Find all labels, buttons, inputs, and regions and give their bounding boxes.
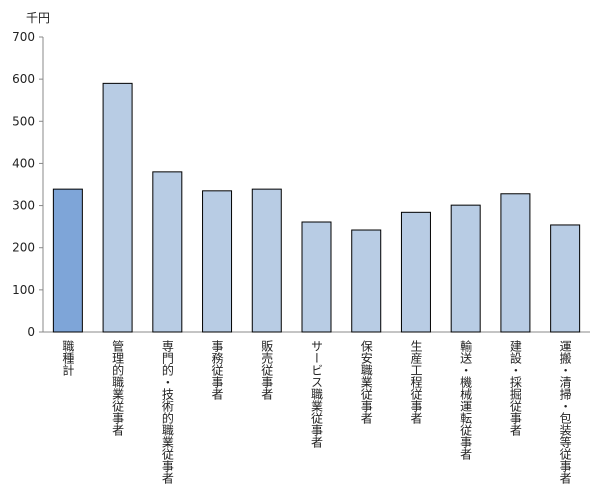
x-category-label: 専門的・技術的職業従事者 [160, 340, 174, 485]
y-tick-label: 0 [27, 325, 35, 339]
y-axis-unit-label: 千円 [26, 11, 50, 25]
x-category-label: 輸送・機械運転従事者 [459, 339, 473, 461]
bar [351, 229, 382, 333]
y-tick-label: 100 [12, 283, 35, 297]
bar [202, 190, 233, 333]
x-category-label: 運搬・清掃・包装等従事者 [558, 340, 572, 485]
bar [52, 188, 83, 333]
y-tick-label: 500 [12, 114, 35, 128]
y-axis-ticks: 0 100 200 300 400 500 600 700 [12, 30, 43, 339]
y-tick-label: 400 [12, 156, 35, 170]
y-tick-label: 200 [12, 241, 35, 255]
x-category-label: 事務従事者 [210, 340, 224, 401]
x-category-label: 職種計 [61, 340, 75, 376]
bar [102, 82, 133, 333]
x-category-label: 管理的職業従事者 [111, 339, 125, 437]
bar-series [52, 82, 581, 333]
bar [152, 171, 183, 333]
category-labels: 職種計 管理的職業従事者 専門的・技術的職業従事者 事務従事者 販売従事者 サービス職業従… [61, 339, 572, 485]
bar [450, 204, 481, 333]
y-tick-label: 300 [12, 199, 35, 213]
bar [550, 224, 581, 333]
y-tick-label: 600 [12, 72, 35, 86]
bar [251, 188, 282, 333]
x-category-label: 生産工程従事者 [409, 340, 423, 425]
x-category-label: サービス職業従事者 [310, 340, 324, 449]
x-category-label: 販売従事者 [260, 340, 274, 401]
bar [400, 211, 431, 333]
y-tick-label: 700 [12, 30, 35, 44]
x-category-label: 保安職業従事者 [359, 340, 373, 425]
bar [500, 193, 531, 333]
x-category-label: 建設・採掘従事者 [508, 340, 522, 437]
bar [301, 221, 332, 333]
